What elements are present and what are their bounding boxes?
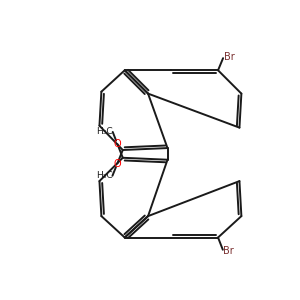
Text: Br: Br (224, 52, 234, 62)
Text: O: O (113, 158, 121, 169)
Text: H₃C: H₃C (96, 171, 112, 180)
Text: Br: Br (223, 246, 234, 256)
Text: H₃C: H₃C (96, 128, 113, 136)
Text: O: O (114, 139, 121, 149)
